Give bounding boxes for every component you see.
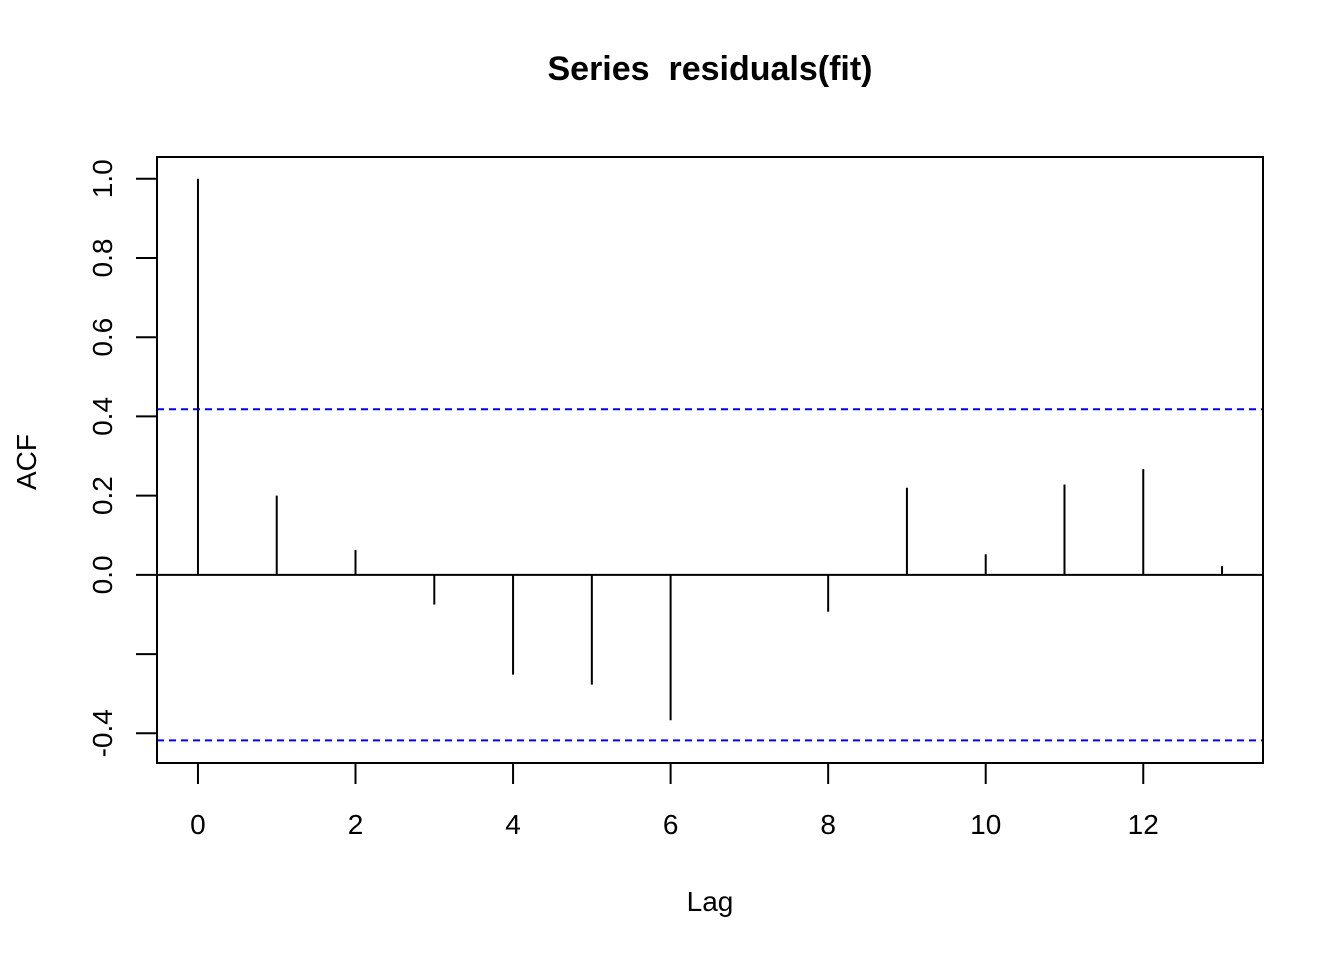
x-tick-label: 12 (1128, 809, 1159, 840)
y-tick-label: -0.4 (87, 709, 118, 757)
x-tick-label: 10 (970, 809, 1001, 840)
x-tick-label: 2 (348, 809, 364, 840)
y-tick-label: 0.2 (87, 476, 118, 515)
x-axis: 0 2 4 6 8 10 12 (190, 762, 1159, 840)
y-tick-label: 0.0 (87, 555, 118, 594)
plot-area (157, 178, 1263, 742)
x-axis-label: Lag (687, 886, 734, 917)
chart-title: Series residuals(fit) (547, 50, 872, 88)
x-tick-label: 4 (505, 809, 521, 840)
x-tick-label: 8 (820, 809, 836, 840)
y-tick-label: 0.8 (87, 239, 118, 278)
y-tick-label: 1.0 (87, 159, 118, 198)
y-tick-label: 0.4 (87, 397, 118, 436)
plot-frame (156, 156, 1264, 764)
y-axis: -0.4 0.0 0.2 0.4 0.6 0.8 1.0 (87, 159, 158, 757)
x-tick-label: 6 (663, 809, 679, 840)
x-tick-label: 0 (190, 809, 206, 840)
y-axis-label: ACF (11, 434, 42, 490)
y-tick-label: 0.6 (87, 318, 118, 357)
